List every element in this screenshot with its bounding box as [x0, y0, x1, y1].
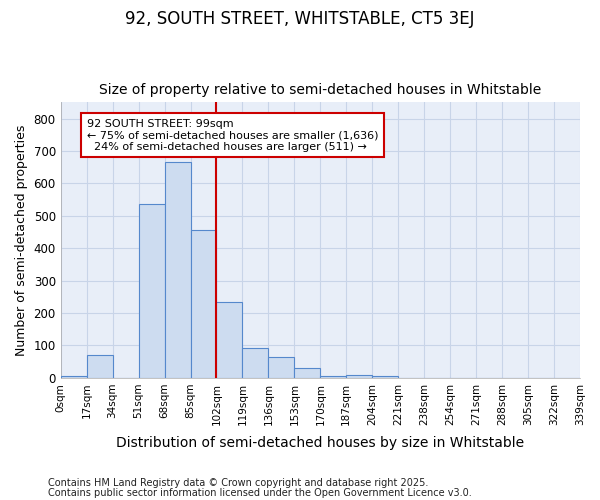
Bar: [295, 368, 320, 378]
Y-axis label: Number of semi-detached properties: Number of semi-detached properties: [15, 124, 28, 356]
Text: Contains public sector information licensed under the Open Government Licence v3: Contains public sector information licen…: [48, 488, 472, 498]
Bar: [191, 230, 217, 378]
Text: 92, SOUTH STREET, WHITSTABLE, CT5 3EJ: 92, SOUTH STREET, WHITSTABLE, CT5 3EJ: [125, 10, 475, 28]
Bar: [164, 162, 191, 378]
Bar: [268, 357, 295, 378]
X-axis label: Distribution of semi-detached houses by size in Whitstable: Distribution of semi-detached houses by …: [116, 436, 524, 450]
Bar: [242, 348, 268, 378]
Bar: [372, 376, 398, 378]
Bar: [320, 376, 346, 378]
Title: Size of property relative to semi-detached houses in Whitstable: Size of property relative to semi-detach…: [99, 83, 541, 97]
Text: Contains HM Land Registry data © Crown copyright and database right 2025.: Contains HM Land Registry data © Crown c…: [48, 478, 428, 488]
Bar: [139, 204, 164, 378]
Text: 92 SOUTH STREET: 99sqm
← 75% of semi-detached houses are smaller (1,636)
  24% o: 92 SOUTH STREET: 99sqm ← 75% of semi-det…: [86, 118, 378, 152]
Bar: [346, 374, 372, 378]
Bar: [86, 355, 113, 378]
Bar: [61, 376, 86, 378]
Bar: [217, 302, 242, 378]
